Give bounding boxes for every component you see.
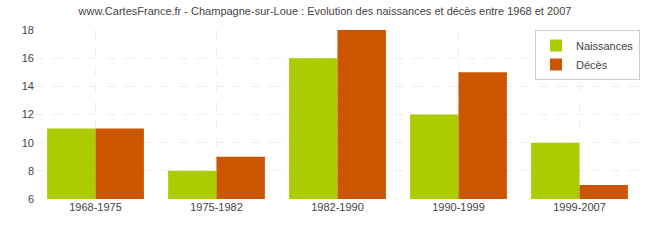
svg-text:6: 6 xyxy=(28,193,34,205)
svg-text:8: 8 xyxy=(28,165,34,177)
svg-text:1975-1982: 1975-1982 xyxy=(190,201,243,213)
svg-text:12: 12 xyxy=(22,108,34,120)
svg-text:Décès: Décès xyxy=(576,59,608,71)
svg-text:1990-1999: 1990-1999 xyxy=(432,201,485,213)
svg-text:14: 14 xyxy=(22,80,34,92)
svg-text:1968-1975: 1968-1975 xyxy=(69,201,122,213)
svg-text:16: 16 xyxy=(22,52,34,64)
svg-text:1982-1990: 1982-1990 xyxy=(311,201,364,213)
svg-text:18: 18 xyxy=(22,24,34,36)
svg-text:1999-2007: 1999-2007 xyxy=(553,201,606,213)
svg-text:Naissances: Naissances xyxy=(576,40,633,52)
svg-text:10: 10 xyxy=(22,137,34,149)
svg-text:www.CartesFrance.fr - Champagn: www.CartesFrance.fr - Champagne-sur-Loue… xyxy=(78,5,572,17)
